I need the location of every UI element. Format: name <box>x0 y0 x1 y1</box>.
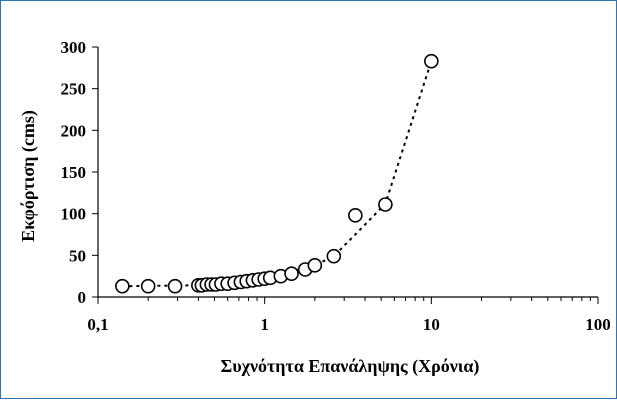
data-point <box>326 248 342 264</box>
data-point <box>378 197 393 212</box>
y-tick-label: 100 <box>61 205 87 224</box>
x-tick-label: 100 <box>585 315 611 334</box>
y-axis-title: Εκφόρτιση (cms) <box>18 110 39 242</box>
y-tick-label: 300 <box>61 38 87 57</box>
x-tick-label: 0,1 <box>87 315 108 334</box>
y-tick-label: 0 <box>78 288 87 307</box>
y-tick-label: 200 <box>61 121 87 140</box>
x-axis-title: Συχνότητα Επανάληψης (Χρόνια) <box>221 356 480 377</box>
data-point <box>424 53 439 69</box>
data-point <box>307 258 323 273</box>
x-tick-label: 1 <box>260 315 269 334</box>
trendline <box>122 60 433 288</box>
data-point <box>167 278 183 294</box>
y-tick-label: 250 <box>61 80 87 99</box>
data-point <box>140 278 156 294</box>
y-tick-label: 150 <box>61 163 87 182</box>
data-point <box>115 278 130 294</box>
data-point <box>348 208 363 223</box>
data-point <box>284 266 299 281</box>
x-tick-label: 10 <box>423 315 440 334</box>
y-tick-label: 50 <box>69 246 86 265</box>
